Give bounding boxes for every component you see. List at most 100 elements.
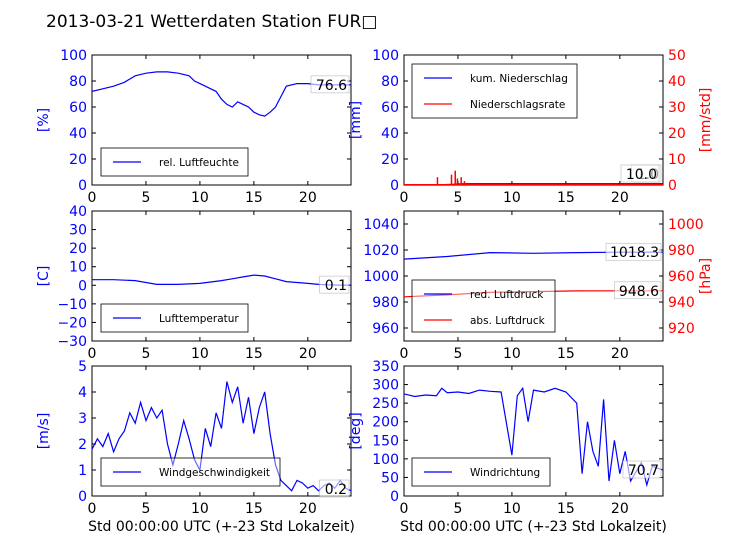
value-annotation-box [622, 460, 662, 479]
y-tick-label: 0 [78, 178, 87, 194]
legend: rel. Luftfeuchte [100, 147, 249, 177]
y-tick-label: 40 [69, 126, 87, 142]
y-tick-label: 1020 [363, 243, 399, 259]
x-tick-label: 20 [611, 190, 629, 206]
x-tick-label: 10 [503, 346, 521, 362]
value-annotation: 1018.3 [610, 245, 659, 261]
y-tick-label: 60 [69, 100, 87, 116]
x-tick-label: 0 [88, 346, 97, 362]
legend-box [411, 63, 578, 119]
x-tick-label: 10 [191, 346, 209, 362]
series-line-0 [404, 386, 663, 488]
legend-entry: Lufttemperatur [159, 313, 239, 325]
y-tick-right-label: 50 [668, 48, 686, 64]
legend-entry: kum. Niederschlag [470, 73, 568, 85]
x-tick-label: 10 [503, 501, 521, 517]
x-tick-label: 10 [191, 501, 209, 517]
y-tick-right-label: 980 [668, 243, 695, 259]
y-axis-right-label: [mm/std] [698, 88, 714, 153]
x-tick-label: 15 [245, 190, 263, 206]
series-group [92, 71, 351, 117]
series-line-0 [92, 381, 351, 492]
y-tick-label: 200 [372, 415, 399, 431]
x-tick-label: 20 [611, 501, 629, 517]
value-annotation-box [605, 242, 662, 261]
x-tick-label: 5 [141, 501, 150, 517]
y-tick-label: 2 [78, 437, 87, 453]
value-annotation: 70.7 [628, 463, 659, 479]
y-tick-right-label: 30 [668, 100, 686, 116]
x-tick-label: 20 [299, 501, 317, 517]
legend-entry: red. Luftdruck [470, 289, 544, 301]
x-tick-label: 10 [191, 190, 209, 206]
value-annotation: 0.2 [325, 482, 347, 498]
legend: red. Luftdruck abs. Luftdruck [411, 279, 556, 333]
y-tick-label: −30 [57, 334, 87, 350]
x-tick-label: 0 [88, 190, 97, 206]
legend: kum. Niederschlag Niederschlagsrate [411, 63, 578, 119]
x-tick-label: 15 [557, 190, 575, 206]
x-tick-label: 15 [245, 501, 263, 517]
legend: Lufttemperatur [100, 303, 249, 333]
y-axis-right-label: [hPa] [698, 258, 714, 294]
plot-frame [91, 365, 352, 497]
legend: Windrichtung [411, 457, 551, 487]
legend-entry: rel. Luftfeuchte [159, 157, 239, 169]
y-tick-label: 0 [390, 178, 399, 194]
x-tick-label: 0 [88, 501, 97, 517]
x-tick-label: 0 [400, 501, 409, 517]
series-group [404, 386, 663, 488]
x-tick-label: 20 [611, 346, 629, 362]
x-tick-label: 20 [299, 346, 317, 362]
y-tick-label: 350 [372, 359, 399, 375]
y-tick-label: 20 [381, 152, 399, 168]
y-tick-label: 100 [372, 48, 399, 64]
x-tick-label: 15 [557, 501, 575, 517]
chart-panel-pressure: 0 5 10 15 20 960 980 1000 1020 1040 920 940 960 980 10… [363, 210, 714, 362]
y-axis-label: [%] [36, 108, 52, 132]
y-axis-label: [mm] [348, 101, 364, 139]
y-axis-label: [deg] [348, 412, 364, 449]
y-tick-label: 100 [60, 48, 87, 64]
y-tick-label: 980 [372, 295, 399, 311]
chart-panel-precip: 0 5 10 15 20 0 20 40 60 80 100 0 10 20 30 40 50 [mm] [mm/s… [348, 48, 714, 206]
series-group [404, 170, 663, 185]
x-axis-label: Std 00:00:00 UTC (+-23 Std Lokalzeit) [400, 519, 667, 535]
plot-frame [403, 365, 664, 497]
legend-entry: Windrichtung [470, 467, 540, 479]
value-annotation: 0.1 [325, 278, 347, 294]
y-tick-label: 50 [381, 470, 399, 486]
value-annotation-box [319, 275, 350, 294]
plot-frame [91, 210, 352, 342]
legend-box [100, 147, 249, 177]
y-tick-label: 80 [381, 74, 399, 90]
y-tick-right-label: 10 [668, 152, 686, 168]
chart-panel-temperature: 0 5 10 15 20 −30 −20 −10 0 10 20 30 40 [C] 0.1 Lufttemp… [36, 204, 352, 362]
y-tick-label: 4 [78, 385, 87, 401]
y-tick-right-label: 0 [668, 178, 677, 194]
value-annotation: 76.6 [316, 78, 347, 94]
value-annotation: 948.6 [619, 284, 659, 300]
y-tick-label: 5 [78, 359, 87, 375]
x-tick-label: 5 [453, 190, 462, 206]
y-tick-label: −20 [57, 315, 87, 331]
y-tick-label: 1 [78, 463, 87, 479]
value-annotation-box [310, 75, 350, 94]
y-tick-label: −10 [57, 297, 87, 313]
y-tick-label: 0 [78, 489, 87, 505]
y-tick-label: 250 [372, 396, 399, 412]
y-tick-right-label: 1000 [668, 217, 704, 233]
y-tick-label: 60 [381, 100, 399, 116]
y-tick-right-label: 960 [668, 269, 695, 285]
value-annotation: 10.0 [626, 167, 657, 183]
legend-entry: Windgeschwindigkeit [159, 467, 270, 479]
y-tick-label: 20 [69, 241, 87, 257]
y-axis-label: [C] [36, 266, 52, 287]
y-tick-label: 0 [78, 278, 87, 294]
x-tick-label: 5 [453, 501, 462, 517]
chart-panel-wind-speed: 0 5 10 15 20 0 1 2 3 4 5 [m/s] Std 00:00:00 UTC (+-2… [36, 359, 355, 535]
y-tick-label: 100 [372, 452, 399, 468]
y-axis-label: [m/s] [36, 413, 52, 450]
